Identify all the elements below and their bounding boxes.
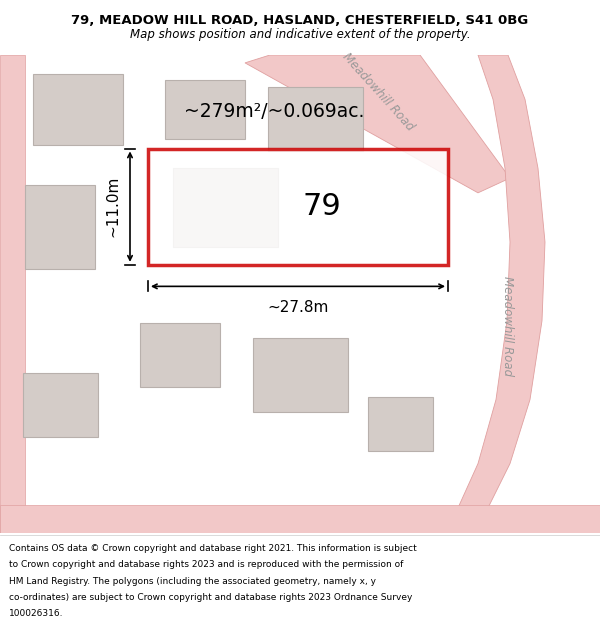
Bar (367, 397, 433, 451)
Text: Meadowhill Road: Meadowhill Road (340, 50, 416, 133)
Bar (253, 338, 347, 412)
Text: ~11.0m: ~11.0m (105, 176, 120, 238)
Bar (148, 149, 448, 265)
Text: 100026316.: 100026316. (9, 609, 64, 619)
Text: Contains OS data © Crown copyright and database right 2021. This information is : Contains OS data © Crown copyright and d… (9, 544, 417, 552)
Bar (268, 87, 362, 151)
Text: co-ordinates) are subject to Crown copyright and database rights 2023 Ordnance S: co-ordinates) are subject to Crown copyr… (9, 593, 412, 602)
Text: 79: 79 (302, 192, 341, 221)
Bar (165, 79, 245, 139)
Text: 79, MEADOW HILL ROAD, HASLAND, CHESTERFIELD, S41 0BG: 79, MEADOW HILL ROAD, HASLAND, CHESTERFI… (71, 14, 529, 27)
Bar (0, 505, 600, 532)
Bar (0, 55, 25, 532)
Bar (140, 323, 220, 388)
Text: Map shows position and indicative extent of the property.: Map shows position and indicative extent… (130, 28, 470, 41)
Bar (173, 168, 277, 247)
Bar (33, 74, 123, 144)
Text: Meadowhill Road: Meadowhill Road (502, 276, 515, 376)
Bar (23, 372, 97, 436)
Text: to Crown copyright and database rights 2023 and is reproduced with the permissio: to Crown copyright and database rights 2… (9, 560, 403, 569)
Text: HM Land Registry. The polygons (including the associated geometry, namely x, y: HM Land Registry. The polygons (includin… (9, 576, 376, 586)
Text: ~27.8m: ~27.8m (268, 300, 329, 315)
Bar (25, 186, 95, 269)
Polygon shape (245, 55, 510, 193)
Polygon shape (442, 55, 545, 532)
Text: ~279m²/~0.069ac.: ~279m²/~0.069ac. (184, 102, 364, 121)
